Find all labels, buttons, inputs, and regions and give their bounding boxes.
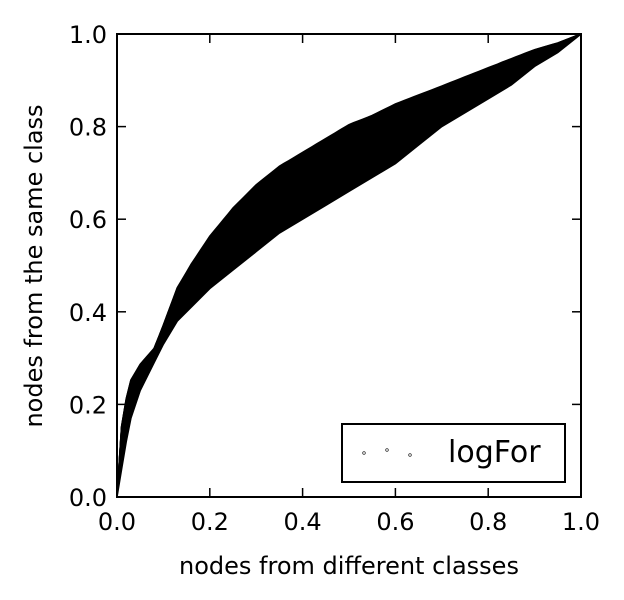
x-tick-label: 0.8	[469, 508, 507, 536]
legend: logFor	[341, 423, 566, 483]
y-tick-label: 1.0	[69, 21, 107, 49]
plot-frame	[116, 33, 582, 498]
y-tick-labels: 0.0 0.2 0.4 0.6 0.8 1.0	[69, 21, 107, 512]
legend-marker	[362, 451, 366, 455]
x-tick-label: 0.0	[98, 508, 136, 536]
y-tick-label: 0.0	[69, 484, 107, 512]
x-axis-label: nodes from different classes	[179, 552, 519, 580]
y-tick-label: 0.6	[69, 206, 107, 234]
series-logFor-curve	[116, 33, 582, 498]
x-tick-label: 1.0	[562, 508, 600, 536]
legend-box	[341, 423, 566, 483]
y-tick-label: 0.4	[69, 299, 107, 327]
x-tick-labels: 0.0 0.2 0.4 0.6 0.8 1.0	[98, 508, 600, 536]
axis-ticks	[116, 33, 582, 498]
x-tick-label: 0.6	[376, 508, 414, 536]
legend-label: logFor	[448, 435, 541, 470]
y-tick-label: 0.2	[69, 391, 107, 419]
y-axis-label: nodes from the same class	[20, 104, 48, 427]
legend-marker	[408, 453, 412, 457]
x-tick-label: 0.4	[284, 508, 322, 536]
x-tick-label: 0.2	[191, 508, 229, 536]
legend-marker	[385, 448, 389, 452]
series-logFor-curves	[116, 33, 582, 498]
y-tick-label: 0.8	[69, 114, 107, 142]
